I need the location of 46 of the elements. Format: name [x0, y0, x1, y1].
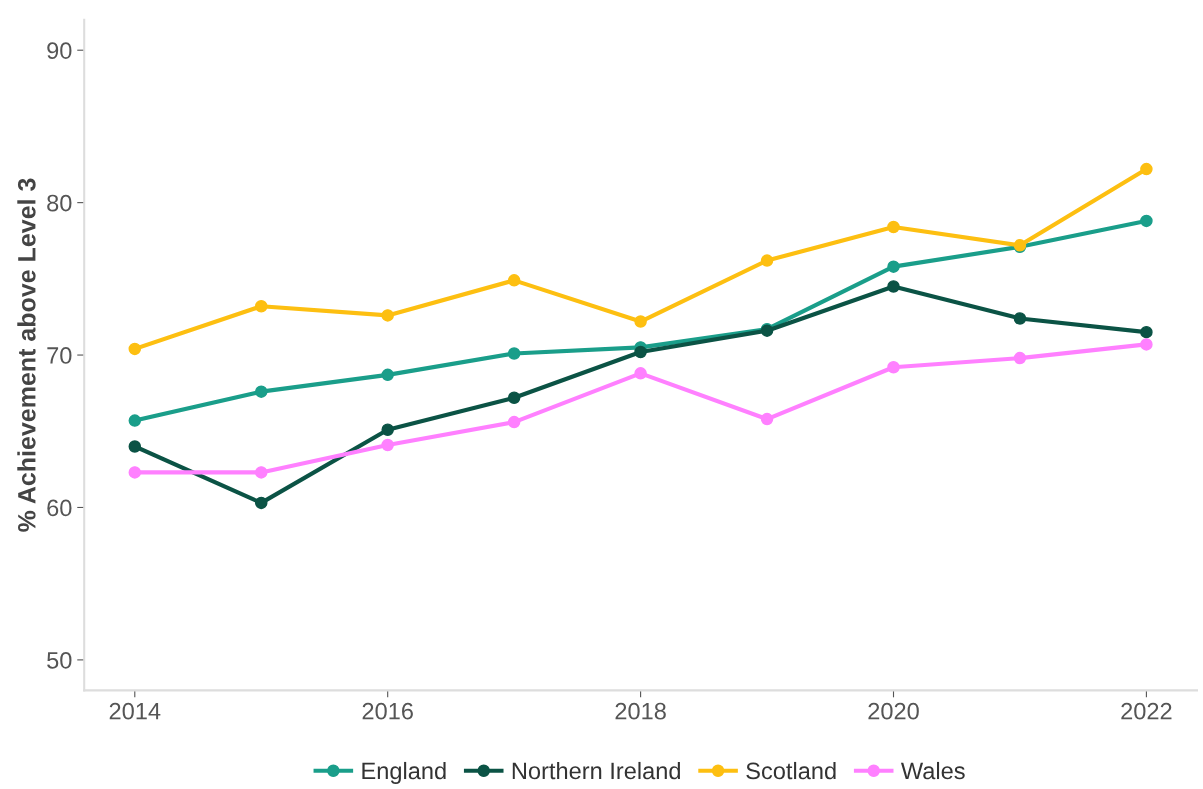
x-tick-label: 2020	[868, 702, 919, 720]
point	[254, 466, 268, 479]
point	[1013, 312, 1027, 325]
point	[634, 315, 647, 328]
point	[381, 423, 394, 436]
point	[507, 347, 521, 360]
point	[507, 415, 521, 429]
point	[254, 385, 268, 398]
point	[381, 368, 394, 382]
y-tick-label: 60	[47, 499, 72, 517]
point	[634, 345, 647, 359]
point	[128, 414, 142, 427]
x-tick-label: 2022	[1121, 702, 1172, 720]
point	[507, 274, 521, 287]
y-tick-label: 80	[47, 194, 72, 212]
point	[887, 260, 900, 273]
x-tick-label: 2014	[109, 702, 161, 720]
y-tick-label: 90	[47, 42, 72, 59]
point	[887, 360, 900, 374]
y-axis-title: % Achievement above Level 3	[17, 178, 36, 532]
point	[1140, 325, 1153, 339]
point	[887, 280, 900, 293]
point	[1140, 338, 1153, 351]
point	[760, 254, 774, 267]
x-tick-label: 2016	[362, 702, 413, 720]
x-tick-label: 2018	[615, 702, 666, 720]
point	[1140, 214, 1153, 228]
legend-label: Wales	[900, 761, 965, 780]
legend-label: England	[362, 761, 446, 784]
point	[381, 309, 394, 322]
point	[887, 220, 900, 234]
y-tick-label: 70	[47, 347, 72, 364]
point	[1140, 162, 1153, 176]
legend-label: Scotland	[746, 761, 836, 780]
point	[254, 300, 268, 313]
point	[128, 342, 142, 356]
point	[634, 367, 647, 380]
point	[254, 496, 268, 510]
point	[381, 438, 394, 452]
point	[128, 440, 142, 453]
point	[507, 391, 521, 404]
point	[1013, 351, 1027, 365]
y-tick-label: 50	[47, 651, 72, 669]
point	[760, 412, 774, 426]
legend-label: Northern Ireland	[512, 761, 680, 780]
point	[128, 466, 142, 479]
